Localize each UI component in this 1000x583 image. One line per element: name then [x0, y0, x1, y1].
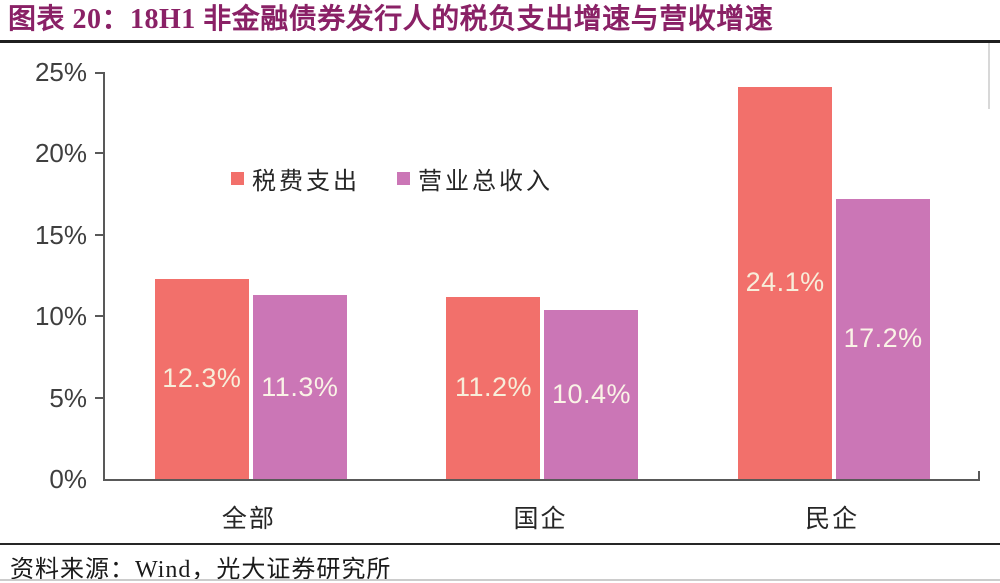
bottom-edge-line — [0, 579, 1000, 581]
legend-item-total-revenue: 营业总收入 — [397, 161, 553, 196]
y-tick-label-3: 15% — [34, 219, 87, 250]
y-tick-mark-2 — [95, 315, 103, 318]
y-tick-mark-4 — [95, 152, 103, 155]
y-tick-label-5: 25% — [34, 57, 87, 87]
x-axis: 全部 国企 民企 — [103, 497, 978, 533]
bar-tax-expense-1: 11.2% — [446, 296, 541, 479]
legend-swatch-tax-expense — [231, 171, 244, 185]
bar-total-revenue-2: 17.2% — [836, 198, 931, 479]
bar-data-label-tax-expense-2: 24.1% — [745, 267, 825, 298]
figure-title: 图表 20：18H1 非金融债券发行人的税负支出增速与营收增速 — [8, 4, 774, 35]
bar-group-1: 11.2% 10.4% — [397, 72, 689, 479]
y-tick-label-0: 0% — [49, 464, 87, 494]
y-tick-mark-5 — [95, 72, 103, 74]
title-divider-line — [0, 40, 1000, 43]
bar-total-revenue-0: 11.3% — [252, 295, 347, 479]
x-category-label-1: 国企 — [513, 506, 568, 533]
bar-data-label-total-revenue-1: 10.4% — [551, 378, 632, 409]
x-axis-end-tick — [978, 471, 980, 479]
bar-data-label-tax-expense-0: 12.3% — [162, 363, 242, 394]
bar-group-2: 24.1% 17.2% — [688, 72, 980, 479]
bar-data-label-tax-expense-1: 11.2% — [454, 372, 533, 403]
bar-data-label-total-revenue-0: 11.3% — [261, 371, 339, 402]
x-category-label-2: 民企 — [805, 506, 860, 533]
y-tick-label-2: 10% — [34, 301, 87, 332]
bar-total-revenue-1: 10.4% — [544, 309, 639, 479]
y-tick-mark-1 — [95, 396, 103, 399]
legend-item-tax-expense: 税费支出 — [231, 161, 360, 196]
legend-swatch-total-revenue — [397, 171, 410, 185]
y-tick-mark-3 — [95, 233, 103, 236]
y-tick-label-1: 5% — [49, 382, 87, 413]
y-tick-label-4: 20% — [34, 138, 87, 169]
source-note: 资料来源：Wind，光大证券研究所 — [10, 557, 392, 583]
x-category-label-0: 全部 — [221, 506, 276, 533]
legend-label-tax-expense: 税费支出 — [252, 168, 360, 195]
y-axis: 0% 5% 10% 15% 20% 25% — [0, 59, 95, 492]
footer-divider-line — [0, 543, 1000, 545]
chart-legend: 税费支出 营业总收入 — [231, 161, 553, 196]
bar-tax-expense-2: 24.1% — [738, 86, 833, 479]
legend-label-total-revenue: 营业总收入 — [418, 168, 553, 195]
plot-area: 12.3% 11.3% 11.2% 10.4% 24.1% 17.2% — [95, 72, 980, 481]
bar-group-0: 12.3% 11.3% — [105, 72, 397, 479]
page-right-edge-line — [988, 43, 990, 109]
bar-tax-expense-0: 12.3% — [154, 278, 249, 479]
bar-data-label-total-revenue-2: 17.2% — [843, 323, 923, 354]
